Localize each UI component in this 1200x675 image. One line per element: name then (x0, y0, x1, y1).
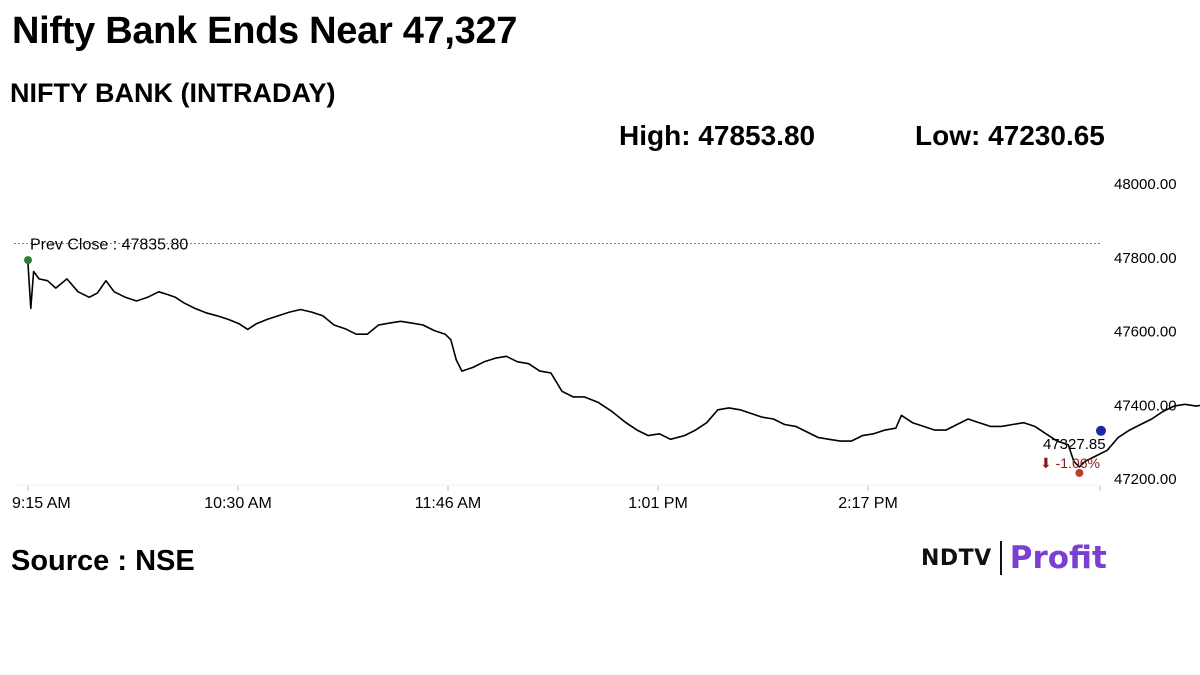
x-tick-label: 1:01 PM (628, 495, 688, 512)
y-tick-label: 47400.00 (1114, 397, 1177, 414)
y-tick-label: 47600.00 (1114, 324, 1177, 341)
open-marker (24, 256, 32, 265)
change-label: ⬇ -1.06% (1040, 455, 1100, 471)
source-note: Source : NSE (11, 545, 195, 577)
last-value-label: 47327.85 (1043, 436, 1106, 453)
y-tick-label: 47200.00 (1114, 471, 1177, 488)
y-tick-label: 48000.00 (1114, 176, 1177, 193)
low-marker (1075, 468, 1084, 477)
x-tick-label: 2:17 PM (838, 495, 898, 512)
brand-logo-ndtv: NDTV (921, 545, 992, 571)
page-title: Nifty Bank Ends Near 47,327 (12, 10, 518, 52)
x-tick-label: 9:15 AM (12, 495, 71, 512)
brand-logo-divider (999, 541, 1002, 575)
series-line (27, 264, 1200, 468)
last-marker (1096, 425, 1106, 436)
low-value-label: Low: 47230.65 (915, 120, 1105, 151)
high-value-label: High: 47853.80 (619, 120, 816, 151)
prev-close-label: Prev Close : 47835.80 (30, 237, 188, 254)
brand-logo: NDTV Profit (921, 538, 1107, 578)
brand-logo-profit: Profit (1009, 540, 1107, 576)
x-tick-label: 10:30 AM (204, 495, 272, 512)
y-tick-label: 47800.00 (1114, 250, 1177, 267)
intraday-line-chart: 48000.00 47800.00 47600.00 47400.00 47200.00… (12, 176, 1200, 512)
chart-subtitle: NIFTY BANK (INTRADAY) (10, 78, 336, 108)
x-tick-label: 11:46 AM (415, 495, 481, 512)
